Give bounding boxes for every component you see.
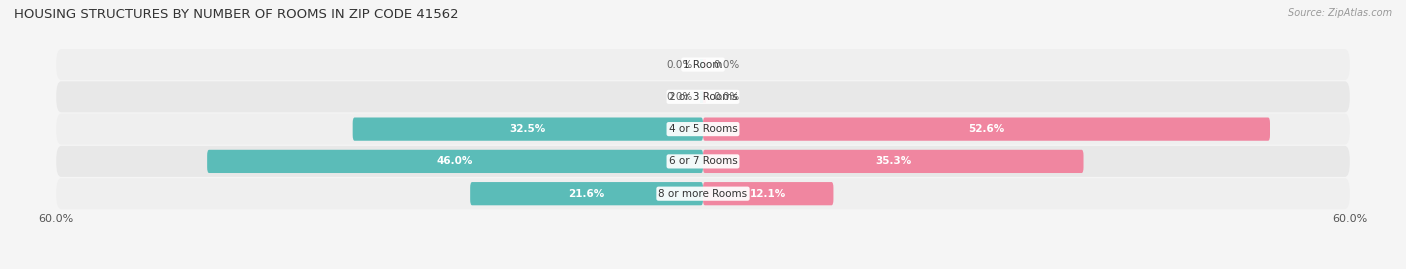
Text: 46.0%: 46.0% <box>437 156 474 167</box>
Text: 0.0%: 0.0% <box>714 59 740 70</box>
Bar <box>703 91 706 103</box>
Text: 52.6%: 52.6% <box>969 124 1005 134</box>
Text: 6 or 7 Rooms: 6 or 7 Rooms <box>669 156 737 167</box>
FancyBboxPatch shape <box>470 182 703 205</box>
Text: 12.1%: 12.1% <box>749 189 786 199</box>
Bar <box>700 91 703 103</box>
Text: 0.0%: 0.0% <box>666 59 692 70</box>
Text: Source: ZipAtlas.com: Source: ZipAtlas.com <box>1288 8 1392 18</box>
FancyBboxPatch shape <box>703 118 1270 141</box>
Text: 35.3%: 35.3% <box>875 156 911 167</box>
FancyBboxPatch shape <box>56 49 1350 80</box>
Bar <box>703 59 706 70</box>
Text: 4 or 5 Rooms: 4 or 5 Rooms <box>669 124 737 134</box>
Text: 0.0%: 0.0% <box>714 92 740 102</box>
FancyBboxPatch shape <box>56 178 1350 209</box>
Text: 0.0%: 0.0% <box>666 92 692 102</box>
FancyBboxPatch shape <box>207 150 703 173</box>
FancyBboxPatch shape <box>56 81 1350 112</box>
FancyBboxPatch shape <box>703 150 1084 173</box>
Text: HOUSING STRUCTURES BY NUMBER OF ROOMS IN ZIP CODE 41562: HOUSING STRUCTURES BY NUMBER OF ROOMS IN… <box>14 8 458 21</box>
FancyBboxPatch shape <box>56 146 1350 177</box>
Text: 8 or more Rooms: 8 or more Rooms <box>658 189 748 199</box>
Text: 1 Room: 1 Room <box>683 59 723 70</box>
Text: 2 or 3 Rooms: 2 or 3 Rooms <box>669 92 737 102</box>
Text: 32.5%: 32.5% <box>510 124 546 134</box>
Bar <box>700 59 703 70</box>
FancyBboxPatch shape <box>353 118 703 141</box>
FancyBboxPatch shape <box>703 182 834 205</box>
Text: 21.6%: 21.6% <box>568 189 605 199</box>
FancyBboxPatch shape <box>56 114 1350 145</box>
